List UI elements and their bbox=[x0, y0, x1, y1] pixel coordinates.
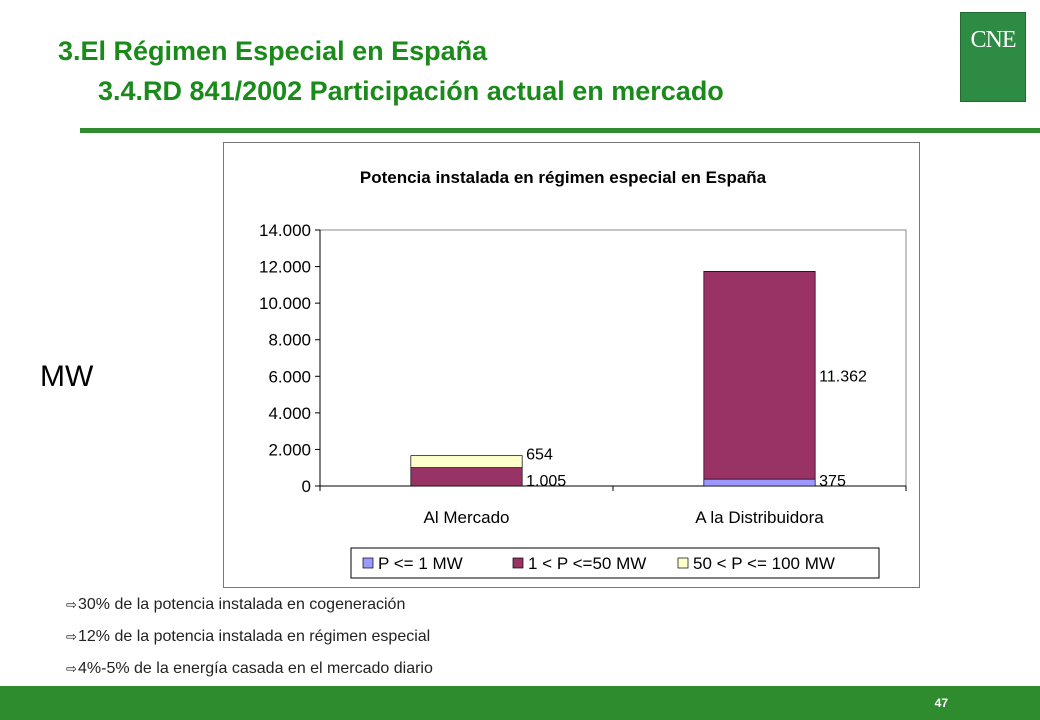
stacked-bar-chart: Potencia instalada en régimen especial e… bbox=[259, 168, 907, 579]
bullet-list: ⇨30% de la potencia instalada en cogener… bbox=[66, 594, 433, 690]
legend-swatch bbox=[512, 557, 524, 569]
legend-label: 1 < P <=50 MW bbox=[528, 554, 646, 573]
data-label: 11.362 bbox=[819, 368, 867, 385]
chart-container: Potencia instalada en régimen especial e… bbox=[223, 142, 920, 588]
arrow-right-icon: ⇨ bbox=[66, 597, 77, 612]
legend-label: 50 < P <= 100 MW bbox=[693, 554, 835, 573]
y-tick-label: 0 bbox=[302, 477, 311, 496]
y-tick-label: 14.000 bbox=[259, 221, 311, 240]
bar-segment bbox=[703, 478, 816, 487]
legend-box bbox=[350, 547, 880, 579]
y-tick-label: 6.000 bbox=[268, 367, 311, 386]
cne-logo: CNE bbox=[960, 12, 1026, 102]
bullet-text: 4%-5% de la energía casada en el mercado… bbox=[78, 660, 433, 677]
arrow-right-icon: ⇨ bbox=[66, 661, 77, 676]
bullet-text: 12% de la potencia instalada en régimen … bbox=[78, 628, 431, 645]
bar-segment bbox=[410, 455, 523, 468]
title-underline bbox=[80, 128, 1040, 133]
bullet-text: 30% de la potencia instalada en cogenera… bbox=[78, 596, 406, 613]
x-category-label: A la Distribuidora bbox=[695, 508, 824, 527]
legend-label: P <= 1 MW bbox=[378, 554, 463, 573]
bullet-item: ⇨4%-5% de la energía casada en el mercad… bbox=[66, 658, 433, 690]
logo-text: CNE bbox=[970, 27, 1017, 53]
unit-label: MW bbox=[40, 360, 94, 393]
bar-segment bbox=[410, 467, 523, 487]
y-tick-label: 10.000 bbox=[259, 294, 311, 313]
arrow-right-icon: ⇨ bbox=[66, 629, 77, 644]
legend-swatch bbox=[677, 557, 689, 569]
slide-subtitle: 3.4.RD 841/2002 Participación actual en … bbox=[98, 76, 724, 106]
data-label: 375 bbox=[819, 473, 846, 490]
plot-area bbox=[319, 229, 907, 487]
bullet-item: ⇨30% de la potencia instalada en cogener… bbox=[66, 594, 433, 626]
footer-bar: 47 bbox=[0, 686, 1040, 720]
legend-swatch bbox=[362, 557, 374, 569]
x-category-label: Al Mercado bbox=[424, 508, 510, 527]
data-label: 654 bbox=[526, 447, 553, 464]
data-label: 1.005 bbox=[526, 473, 566, 490]
page-number: 47 bbox=[934, 696, 948, 710]
y-tick-label: 4.000 bbox=[268, 404, 311, 423]
y-tick-label: 12.000 bbox=[259, 258, 311, 277]
chart-title: Potencia instalada en régimen especial e… bbox=[360, 168, 767, 187]
y-tick-label: 8.000 bbox=[268, 331, 311, 350]
slide-title: 3.El Régimen Especial en España bbox=[58, 36, 488, 66]
y-tick-label: 2.000 bbox=[268, 440, 311, 459]
bullet-item: ⇨12% de la potencia instalada en régimen… bbox=[66, 626, 433, 658]
bar-segment bbox=[703, 271, 816, 480]
